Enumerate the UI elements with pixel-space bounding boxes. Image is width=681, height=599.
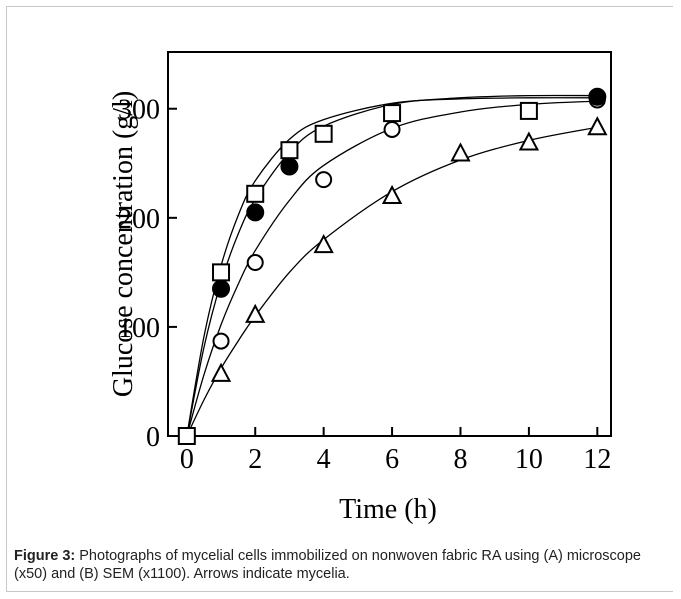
y-tick-label: 200 xyxy=(118,204,160,235)
point xyxy=(246,254,264,272)
point xyxy=(177,427,196,445)
point xyxy=(212,332,230,350)
point xyxy=(450,142,471,162)
fit-curve xyxy=(186,100,598,437)
figure-frame xyxy=(6,6,673,592)
point xyxy=(280,141,299,160)
point xyxy=(383,120,401,138)
point xyxy=(246,184,265,203)
x-tick-label: 12 xyxy=(583,444,611,475)
y-axis-label: Glucose concentration (g/l) xyxy=(108,91,139,397)
point xyxy=(313,233,334,254)
fit-curve xyxy=(186,97,598,437)
caption: Figure 3: Photographs of mycelial cells … xyxy=(14,547,674,583)
y-tick-label: 0 xyxy=(146,422,160,453)
x-tick-label: 8 xyxy=(453,444,467,475)
y-tick-label: 300 xyxy=(118,95,160,126)
chart: Time (h) Glucose concentration (g/l) 0 10… xyxy=(108,51,612,525)
point xyxy=(381,184,403,204)
point xyxy=(212,279,231,298)
x-tick-label: 2 xyxy=(248,444,262,475)
fit-curve xyxy=(186,126,598,437)
point xyxy=(587,116,608,136)
y-tick-label: 100 xyxy=(118,313,160,344)
x-axis-label: Time (h) xyxy=(339,494,437,525)
point xyxy=(314,124,333,143)
caption-text: Photographs of mycelial cells immobilize… xyxy=(14,548,641,582)
x-tick-label: 4 xyxy=(317,444,331,475)
point xyxy=(315,171,333,189)
point xyxy=(246,203,265,222)
point xyxy=(383,104,402,123)
point xyxy=(519,101,538,120)
point xyxy=(212,263,231,282)
x-tick-label: 10 xyxy=(515,444,543,475)
point xyxy=(280,157,299,176)
caption-label: Figure 3: xyxy=(14,548,76,564)
x-tick-label: 0 xyxy=(180,444,194,475)
x-tick-label: 6 xyxy=(385,444,399,475)
point xyxy=(245,303,266,323)
plot-frame xyxy=(167,51,612,437)
point xyxy=(210,362,232,382)
point xyxy=(518,131,540,151)
point xyxy=(588,87,607,106)
